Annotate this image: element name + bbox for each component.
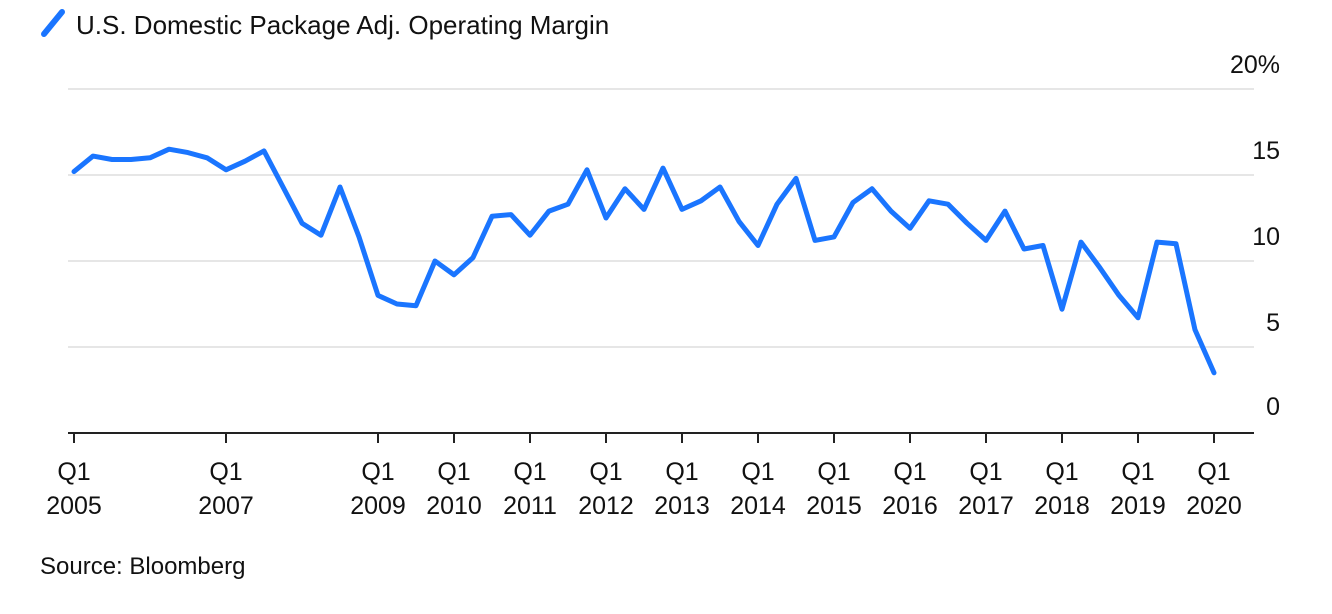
x-tick-label-year: 2007 [198, 492, 254, 520]
x-tick-label: Q1 [1121, 458, 1154, 486]
x-axis: Q1 2005 Q1 2007 Q1 2009 Q1 2010 Q1 2011 Q1 2012 Q1 20… [46, 432, 1254, 520]
x-tick-label: Q1 [893, 458, 926, 486]
y-tick-label: 5 [1266, 309, 1280, 337]
x-tick-label: Q1 [1045, 458, 1078, 486]
x-tick-label: Q1 [589, 458, 622, 486]
x-tick-label: Q1 [1197, 458, 1230, 486]
x-tick-label-year: 2017 [958, 492, 1014, 520]
x-tick-label-year: 2020 [1186, 492, 1242, 520]
x-tick-label-year: 2005 [46, 492, 102, 520]
x-tick-label-year: 2014 [730, 492, 786, 520]
x-tick-label-year: 2019 [1110, 492, 1166, 520]
x-tick-label-year: 2015 [806, 492, 862, 520]
legend-swatch [41, 9, 65, 37]
x-tick-label: Q1 [665, 458, 698, 486]
x-tick-label: Q1 [513, 458, 546, 486]
x-tick-label: Q1 [817, 458, 850, 486]
y-tick-label: 20% [1230, 51, 1280, 79]
x-tick-label: Q1 [361, 458, 394, 486]
x-tick-label-year: 2011 [503, 492, 557, 520]
y-tick-label: 0 [1266, 393, 1280, 421]
x-tick-label-year: 2012 [578, 492, 634, 520]
x-tick-label: Q1 [437, 458, 470, 486]
x-tick-label-year: 2016 [882, 492, 938, 520]
legend: U.S. Domestic Package Adj. Operating Mar… [41, 9, 609, 40]
x-tick-label-year: 2013 [654, 492, 710, 520]
y-axis-tick-labels: 20% 15 10 5 0 [1230, 51, 1280, 421]
legend-label: U.S. Domestic Package Adj. Operating Mar… [76, 10, 609, 40]
series-line [71, 146, 1217, 376]
x-tick-label: Q1 [57, 458, 90, 486]
x-tick-label-year: 2009 [350, 492, 406, 520]
source-note: Source: Bloomberg [40, 553, 245, 580]
y-tick-label: 10 [1252, 223, 1280, 251]
series-layer [71, 146, 1217, 376]
x-tick-label: Q1 [209, 458, 242, 486]
x-tick-label-year: 2010 [426, 492, 482, 520]
x-tick-label: Q1 [969, 458, 1002, 486]
y-tick-label: 15 [1252, 137, 1280, 165]
x-tick-label-year: 2018 [1034, 492, 1090, 520]
gridlines [68, 88, 1254, 348]
x-tick-label: Q1 [741, 458, 774, 486]
